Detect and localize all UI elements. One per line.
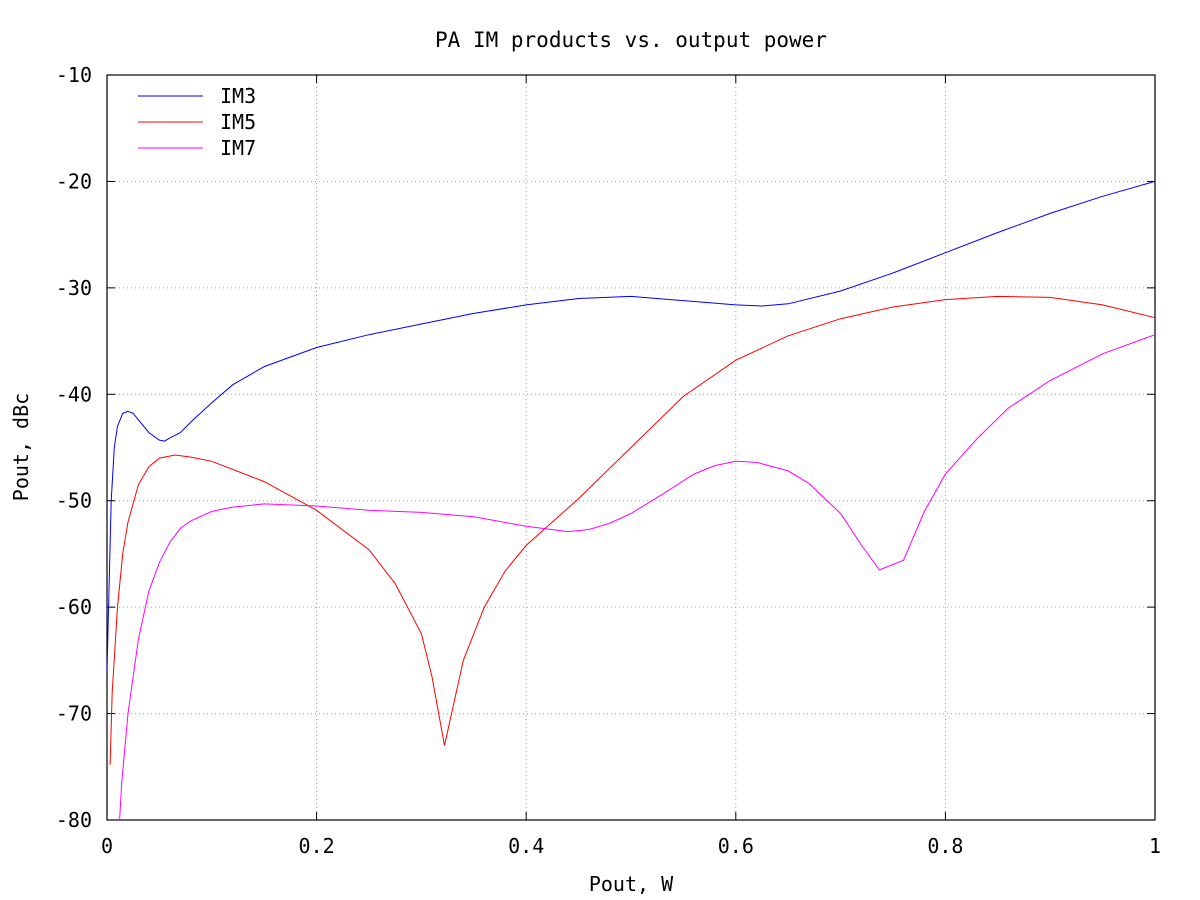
x-tick-label: 0 bbox=[101, 834, 113, 858]
x-tick-label: 0.4 bbox=[508, 834, 544, 858]
axis-ticks: 0 0.2 0.4 0.6 0.8 1 -80 -70 -60 -50 -40 -30 -20 -10 bbox=[56, 63, 1161, 858]
y-axis-label: Pout, dBc bbox=[9, 393, 33, 501]
legend-label-im3: IM3 bbox=[220, 84, 256, 108]
y-tick-label: -20 bbox=[56, 169, 92, 193]
y-tick-label: -40 bbox=[56, 382, 92, 406]
y-tick-label: -30 bbox=[56, 276, 92, 300]
grid-lines bbox=[107, 75, 1155, 820]
y-tick-label: -50 bbox=[56, 489, 92, 513]
chart-title: PA IM products vs. output power bbox=[435, 28, 827, 52]
x-axis-label: Pout, W bbox=[589, 872, 674, 896]
series-line-im3 bbox=[106, 180, 1156, 672]
y-tick-label: -60 bbox=[56, 595, 92, 619]
series-line-im7 bbox=[119, 334, 1156, 821]
legend-label-im5: IM5 bbox=[220, 110, 256, 134]
series-lines bbox=[106, 180, 1156, 821]
x-tick-label: 0.8 bbox=[927, 834, 963, 858]
plot-frame bbox=[106, 74, 1156, 821]
legend-label-im7: IM7 bbox=[220, 136, 256, 160]
x-tick-label: 0.6 bbox=[718, 834, 754, 858]
y-tick-label: -80 bbox=[56, 808, 92, 832]
x-tick-label: 1 bbox=[1149, 834, 1161, 858]
series-line-im5 bbox=[109, 295, 1156, 765]
y-tick-label: -70 bbox=[56, 702, 92, 726]
x-tick-label: 0.2 bbox=[299, 834, 335, 858]
y-tick-label: -10 bbox=[56, 63, 92, 87]
